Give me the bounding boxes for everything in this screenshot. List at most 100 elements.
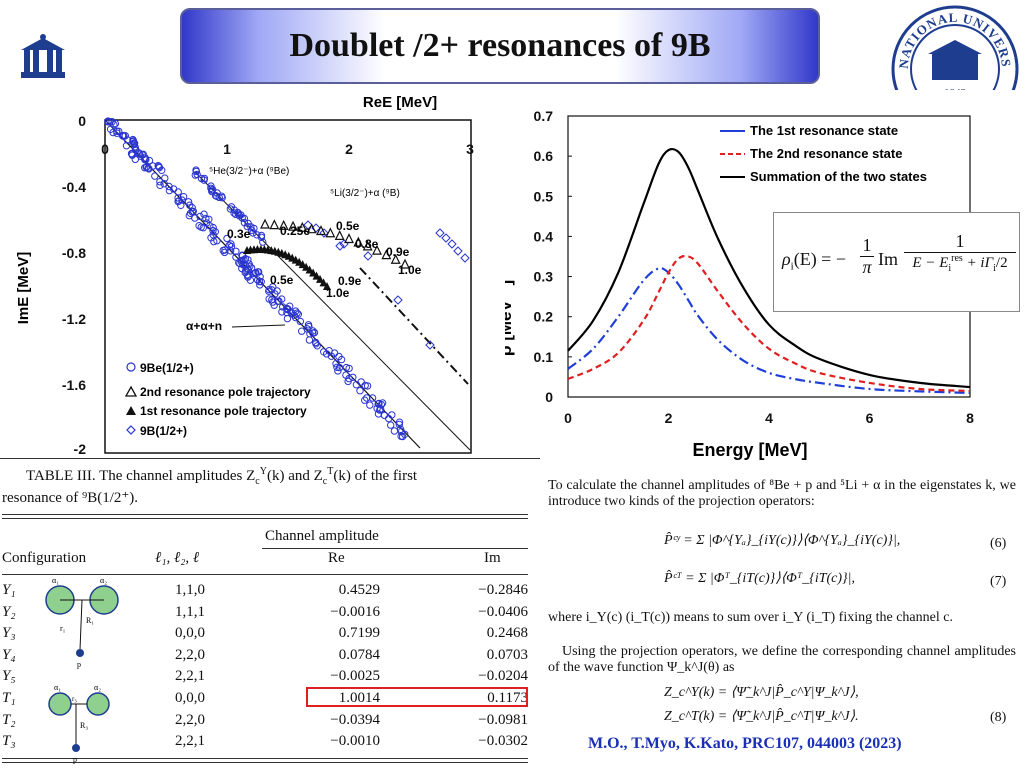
table-cell-im: −0.0406 [478,603,528,620]
scatter-point-9be [200,176,208,184]
reference-citation: M.O., T.Myo, K.Kato, PRC107, 044003 (202… [588,735,902,752]
table-cell-config: Y₂ [2,603,16,620]
scatter-point-9b [441,233,451,243]
scatter-point-9be [257,231,266,240]
scatter-point-9be [209,231,217,239]
second-resonance-marker [325,227,336,238]
scatter-point-9be [113,127,121,135]
scatter-point-9be [184,198,193,206]
left-xlabel: ReE [MeV] [363,94,437,111]
table-cell-im: −0.0302 [478,733,528,750]
table-cell-config: Y₅ [2,668,16,685]
chart-xtick: 2 [665,410,673,426]
table-cell-im: −0.0981 [478,711,528,728]
chart-legend: The 1st resonance state The 2nd resonanc… [720,123,927,184]
chart-ylabel: ρ [MeV⁻¹] [505,280,515,356]
table-cell-ell: 2,2,1 [175,733,205,750]
table-cell-config: T₁ [2,690,16,706]
table-cell-re: 1.0014 [338,690,380,706]
scatter-point-9be [313,342,321,350]
threshold-line-li [359,267,469,385]
svg-text:α₁: α₁ [52,576,59,585]
scatter-point-9be [255,277,264,286]
second-resonance-marker [316,225,326,236]
chart-ytick: 0 [545,389,553,405]
scatter-point-9be [248,226,256,234]
scatter-point-9be [283,308,291,317]
scatter-point-9be [178,196,186,204]
legend-marker-9be [126,362,136,372]
scatter-point-9be [349,373,357,381]
seal-year: 1843 [944,87,967,90]
legend-label-9b: 9B(1/2+) [140,424,187,438]
scatter-point-9be [274,297,282,306]
left-ytick: -1.6 [62,377,86,393]
annotation-10e-top: 1.0e [398,263,422,277]
scatter-point-9be [174,194,182,202]
scatter-point-9be [361,396,369,404]
scatter-point-9be [236,259,244,268]
table-cell-re: −0.0016 [330,603,380,620]
scatter-point-9be [279,303,287,311]
legend-label-9be: 9Be(1/2+) [140,361,194,375]
slide-title: Doublet /2+ resonances of 9B [289,27,711,64]
formula-fraction-1: 1 π [860,235,874,278]
legend-marker-2nd [124,385,138,397]
scatter-point-9be [213,237,221,245]
svg-text:α₂: α₂ [100,576,107,585]
scatter-point-9be [186,201,194,209]
legend-marker-9b [126,425,136,435]
scatter-point-9be [189,207,198,216]
scatter-point-9be [238,252,247,260]
y-configuration-diagram: α₁ α₂ r₁ R₁ p [45,576,119,669]
scatter-point-9be [273,287,281,295]
table-cell-re: 0.7199 [338,625,380,642]
scatter-point-9be [269,283,277,291]
scatter-point-9be [149,162,157,170]
left-xtick: 3 [466,141,474,157]
formula-lhs: ρi(E) = − [782,249,846,273]
scatter-point-9be [144,164,152,172]
scatter-point-9be [244,219,252,228]
paragraph-3: Using the projection operators, we defin… [548,644,1016,675]
second-resonance-marker [306,223,317,234]
scatter-point-9be [207,182,215,190]
legend-label-sum: Summation of the two states [750,169,927,184]
scatter-point-9b [393,295,403,305]
annotation-05e-top: 0.5e [336,219,360,233]
second-resonance-marker [344,233,354,244]
paper-text: To calculate the channel amplitudes of ⁸… [546,470,1024,768]
scatter-point-9be [156,181,164,190]
series-line-3 [567,147,971,389]
scatter-point-9be [161,174,169,182]
table-cell-ell: 2,2,1 [175,668,205,685]
scatter-point-9be [397,428,405,436]
scatter-point-9be [239,261,247,269]
table-cell-re: −0.0025 [330,668,380,685]
legend-marker-1st [126,406,136,415]
scatter-point-9be [199,224,208,232]
second-resonance-marker [278,219,289,230]
scatter-point-9be [223,234,231,243]
scatter-point-9be [121,132,130,140]
scatter-point-9be [334,367,342,375]
second-resonance-marker [297,221,308,232]
first-resonance-marker [316,274,325,283]
paragraph-1: To calculate the channel amplitudes of ⁸… [548,478,1016,509]
scatter-point-9b [447,239,457,249]
scatter-point-9be [221,246,229,254]
table-cell-re: −0.0394 [330,711,380,728]
chart-ytick: 0.1 [534,349,554,365]
scatter-point-9be [244,256,252,264]
threshold-label-he: ⁵He(3/2⁻)+α (⁹Be) [209,166,289,177]
scatter-point-9b [453,246,463,256]
legend-label-2nd-state: The 2nd resonance state [750,146,902,161]
scatter-point-9be [160,180,168,188]
scatter-point-9be [363,382,372,390]
equation-8-number: (8) [990,710,1007,725]
table-cell-im: 0.0703 [486,646,528,663]
left-xtick: 0 [101,141,109,157]
second-resonance-marker [353,236,364,247]
scatter-point-9be [278,308,286,316]
table-cell-ell: 2,2,0 [175,646,205,663]
